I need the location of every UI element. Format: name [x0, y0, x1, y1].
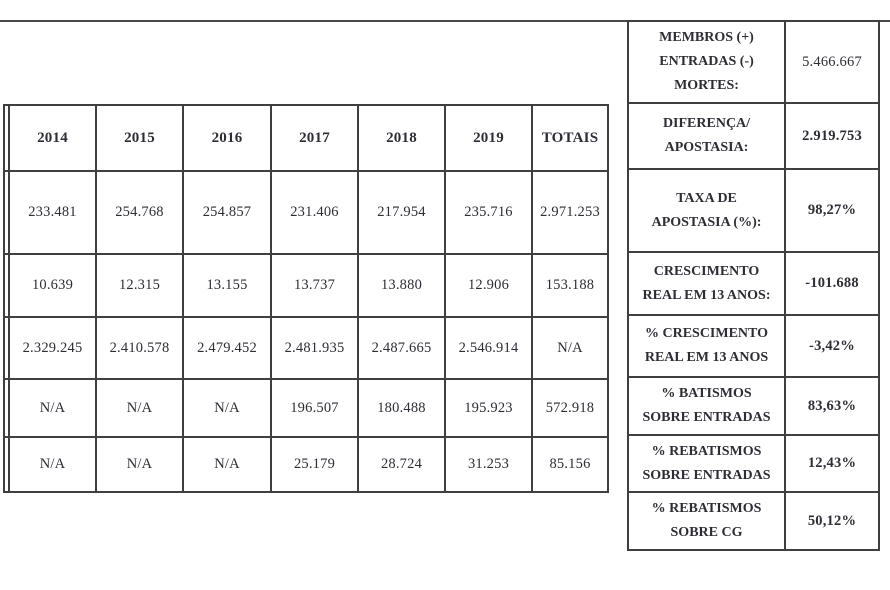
- year-header-2016: 2016: [184, 106, 272, 172]
- data-cell: 13.880: [359, 255, 446, 318]
- summary-label-pct-rebatismos-cg: % REBATISMOS SOBRE CG: [629, 493, 786, 551]
- statistics-table: 2014 2015 2016 2017 2018 2019 TOTAIS 233…: [3, 104, 609, 493]
- data-cell: N/A: [184, 438, 272, 493]
- data-cell: 254.857: [184, 172, 272, 255]
- data-cell: N/A: [10, 380, 97, 438]
- summary-value: 12,43%: [786, 436, 880, 493]
- data-cell: N/A: [97, 438, 184, 493]
- cropped-edge-cell: [5, 438, 10, 493]
- summary-label-line: % BATISMOS: [661, 386, 752, 401]
- data-cell: 153.188: [533, 255, 609, 318]
- cropped-edge-cell: [5, 318, 10, 380]
- data-cell: 572.918: [533, 380, 609, 438]
- data-cell: 2.481.935: [272, 318, 359, 380]
- summary-label-crescimento-real: CRESCIMENTO REAL EM 13 ANOS:: [629, 253, 786, 316]
- data-cell: 85.156: [533, 438, 609, 493]
- data-cell: 233.481: [10, 172, 97, 255]
- cropped-edge-cell: [5, 172, 10, 255]
- summary-label-line: APOSTASIA (%):: [651, 214, 762, 230]
- year-header-2015: 2015: [97, 106, 184, 172]
- year-header-2019: 2019: [446, 106, 533, 172]
- summary-label-diferenca: DIFERENÇA/ APOSTASIA:: [629, 104, 786, 170]
- data-cell: 231.406: [272, 172, 359, 255]
- data-cell: 13.155: [184, 255, 272, 318]
- summary-label-line: SOBRE CG: [670, 525, 743, 540]
- data-cell: 28.724: [359, 438, 446, 493]
- data-cell: 25.179: [272, 438, 359, 493]
- data-cell: N/A: [97, 380, 184, 438]
- data-cell: 196.507: [272, 380, 359, 438]
- summary-value: 50,12%: [786, 493, 880, 551]
- summary-value: -3,42%: [786, 316, 880, 378]
- summary-label-pct-rebatismos-entradas: % REBATISMOS SOBRE ENTRADAS: [629, 436, 786, 493]
- data-cell: 2.479.452: [184, 318, 272, 380]
- cropped-edge-cell: [5, 106, 10, 172]
- data-cell: N/A: [184, 380, 272, 438]
- cropped-edge-cell: [5, 255, 10, 318]
- data-cell: 180.488: [359, 380, 446, 438]
- summary-value: 83,63%: [786, 378, 880, 436]
- summary-value: -101.688: [786, 253, 880, 316]
- data-cell: 12.906: [446, 255, 533, 318]
- totals-header: TOTAIS: [533, 106, 609, 172]
- data-cell: 2.410.578: [97, 318, 184, 380]
- data-cell: 13.737: [272, 255, 359, 318]
- summary-label-line: SOBRE ENTRADAS: [642, 410, 771, 425]
- summary-label-line: REAL EM 13 ANOS: [644, 350, 769, 365]
- data-cell: 254.768: [97, 172, 184, 255]
- data-cell: N/A: [533, 318, 609, 380]
- data-cell: 2.487.665: [359, 318, 446, 380]
- summary-label-line: TAXA DE: [676, 190, 737, 206]
- summary-panel: MEMBROS (+) ENTRADAS (-) MORTES: 5.466.6…: [627, 20, 880, 551]
- summary-label-line: % REBATISMOS: [651, 501, 762, 516]
- data-cell: 2.971.253: [533, 172, 609, 255]
- data-cell: N/A: [10, 438, 97, 493]
- summary-label-pct-batismos: % BATISMOS SOBRE ENTRADAS: [629, 378, 786, 436]
- summary-label-line: REAL EM 13 ANOS:: [642, 287, 771, 303]
- table-top-rule: [0, 20, 890, 22]
- summary-label-membros: MEMBROS (+) ENTRADAS (-) MORTES:: [629, 22, 786, 104]
- data-cell: 217.954: [359, 172, 446, 255]
- year-header-2018: 2018: [359, 106, 446, 172]
- year-header-2014: 2014: [10, 106, 97, 172]
- summary-value: 5.466.667: [786, 22, 880, 104]
- summary-value: 98,27%: [786, 170, 880, 253]
- summary-label-line: APOSTASIA:: [664, 140, 749, 155]
- data-cell: 2.329.245: [10, 318, 97, 380]
- data-cell: 2.546.914: [446, 318, 533, 380]
- summary-label-line: % CRESCIMENTO: [644, 326, 769, 341]
- year-header-2017: 2017: [272, 106, 359, 172]
- summary-label-taxa-apostasia: TAXA DE APOSTASIA (%):: [629, 170, 786, 253]
- data-cell: 10.639: [10, 255, 97, 318]
- summary-label-line: MEMBROS (+): [659, 30, 754, 45]
- summary-value: 2.919.753: [786, 104, 880, 170]
- data-cell: 235.716: [446, 172, 533, 255]
- data-cell: 195.923: [446, 380, 533, 438]
- cropped-edge-cell: [5, 380, 10, 438]
- summary-label-line: DIFERENÇA/: [662, 116, 751, 131]
- summary-label-line: ENTRADAS (-): [659, 54, 754, 69]
- summary-label-line: CRESCIMENTO: [653, 263, 760, 279]
- data-cell: 31.253: [446, 438, 533, 493]
- summary-label-pct-crescimento: % CRESCIMENTO REAL EM 13 ANOS: [629, 316, 786, 378]
- data-cell: 12.315: [97, 255, 184, 318]
- summary-label-line: SOBRE ENTRADAS: [642, 467, 771, 483]
- summary-label-line: % REBATISMOS: [651, 443, 762, 459]
- summary-label-line: MORTES:: [674, 78, 739, 93]
